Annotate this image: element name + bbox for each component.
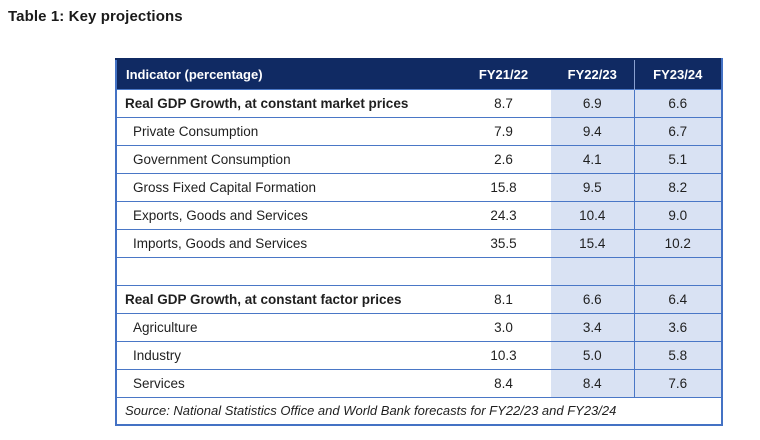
source-note: Source: National Statistics Office and W… [116,396,722,425]
table-row: Industry 10.3 5.0 5.8 [116,340,722,369]
value-cell: 8.4 [456,368,551,397]
indicator-cell [116,256,456,285]
indicator-cell: Industry [116,340,456,369]
table-row: Private Consumption 7.9 9.4 6.7 [116,116,722,145]
table-row: Agriculture 3.0 3.4 3.6 [116,312,722,341]
indicator-cell: Agriculture [116,312,456,341]
value-cell [551,256,634,285]
value-cell: 2.6 [456,144,551,173]
value-cell: 10.2 [633,228,722,257]
value-cell: 6.6 [551,284,634,313]
table-header-row: Indicator (percentage) FY21/22 FY22/23 F… [116,59,722,89]
value-cell: 3.4 [551,312,634,341]
indicator-cell: Real GDP Growth, at constant market pric… [116,88,456,117]
value-cell: 5.8 [633,340,722,369]
value-cell [456,256,551,285]
value-cell: 6.6 [633,88,722,117]
value-cell: 7.9 [456,116,551,145]
value-cell: 8.7 [456,88,551,117]
indicator-cell: Gross Fixed Capital Formation [116,172,456,201]
value-cell: 35.5 [456,228,551,257]
table-row: Gross Fixed Capital Formation 15.8 9.5 8… [116,172,722,201]
value-cell: 10.4 [551,200,634,229]
value-cell: 10.3 [456,340,551,369]
value-cell: 3.6 [633,312,722,341]
table-row: Exports, Goods and Services 24.3 10.4 9.… [116,200,722,229]
value-cell: 9.4 [551,116,634,145]
indicator-cell: Imports, Goods and Services [116,228,456,257]
column-header-fy2122: FY21/22 [456,59,551,89]
indicator-cell: Real GDP Growth, at constant factor pric… [116,284,456,313]
value-cell: 6.4 [633,284,722,313]
table-row: Imports, Goods and Services 35.5 15.4 10… [116,228,722,257]
value-cell [633,256,722,285]
value-cell: 6.9 [551,88,634,117]
indicator-cell: Government Consumption [116,144,456,173]
value-cell: 5.1 [633,144,722,173]
indicator-cell: Private Consumption [116,116,456,145]
value-cell: 7.6 [633,368,722,397]
table-row: Services 8.4 8.4 7.6 [116,368,722,397]
column-header-fy2223: FY22/23 [551,59,634,89]
column-header-fy2324: FY23/24 [633,59,722,89]
value-cell: 9.0 [633,200,722,229]
value-cell: 9.5 [551,172,634,201]
value-cell: 5.0 [551,340,634,369]
table-row: Government Consumption 2.6 4.1 5.1 [116,144,722,173]
table-spacer-row [116,256,722,285]
value-cell: 8.4 [551,368,634,397]
value-cell: 24.3 [456,200,551,229]
table-source-row: Source: National Statistics Office and W… [116,396,722,425]
value-cell: 3.0 [456,312,551,341]
table-row: Real GDP Growth, at constant market pric… [116,88,722,117]
value-cell: 8.2 [633,172,722,201]
value-cell: 6.7 [633,116,722,145]
value-cell: 8.1 [456,284,551,313]
value-cell: 15.4 [551,228,634,257]
indicator-cell: Services [116,368,456,397]
column-header-indicator: Indicator (percentage) [116,59,456,89]
page-title: Table 1: Key projections [8,8,183,25]
projections-table: Indicator (percentage) FY21/22 FY22/23 F… [115,58,723,426]
value-cell: 4.1 [551,144,634,173]
value-cell: 15.8 [456,172,551,201]
indicator-cell: Exports, Goods and Services [116,200,456,229]
table-row: Real GDP Growth, at constant factor pric… [116,284,722,313]
